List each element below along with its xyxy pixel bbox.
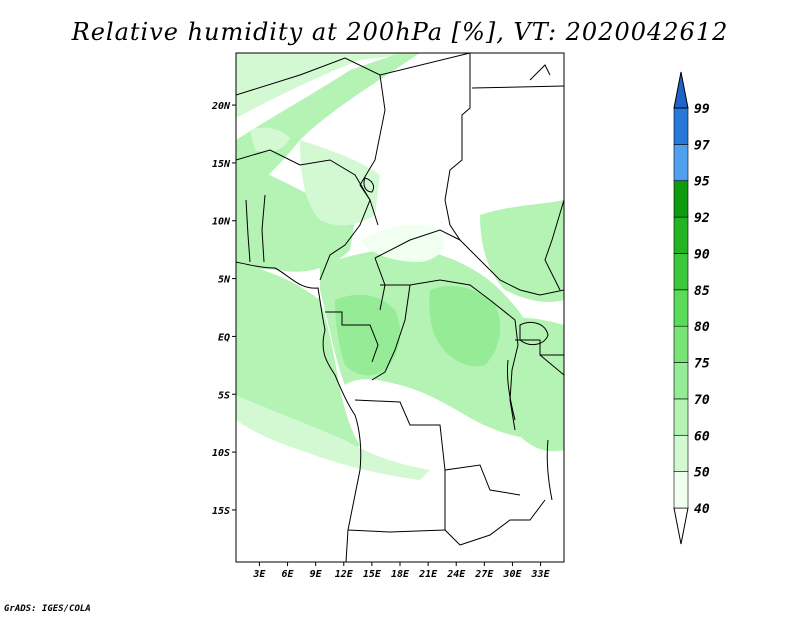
map-title: Relative humidity at 200hPa [%], VT: 202… <box>71 18 729 46</box>
humidity-area-gulf-light <box>236 395 430 480</box>
lon-tick-label: 12E <box>335 569 354 580</box>
colorbar-top-arrow <box>673 71 689 109</box>
humidity-area-sahel <box>236 53 420 118</box>
colorbar-label: 92 <box>694 211 710 226</box>
colorbar-label: 50 <box>694 466 710 481</box>
border-gabon-congo <box>325 311 379 363</box>
colorbar-segment <box>673 107 689 145</box>
lake-tanganyika <box>507 359 516 421</box>
humidity-shading <box>236 53 564 480</box>
colorbar-label: 80 <box>694 320 710 335</box>
red-sea-coast <box>529 64 551 81</box>
colorbar-label: 95 <box>694 175 710 190</box>
colorbar: 40 50 60 70 75 80 85 90 92 95 97 99 <box>673 71 710 545</box>
lat-tick-label: 10S <box>212 448 230 459</box>
border-congo-drc <box>371 284 411 381</box>
border-libya <box>444 53 471 201</box>
colorbar-label: 75 <box>694 357 710 372</box>
border-zambia-south <box>459 499 546 546</box>
lon-tick-label: 30E <box>502 569 522 580</box>
colorbar-label: 40 <box>694 502 710 517</box>
lat-tick-label: 5N <box>218 275 231 286</box>
colorbar-segment <box>673 253 689 291</box>
lon-tick-label: 3E <box>252 569 266 580</box>
border-angola-namibia <box>347 529 446 533</box>
lat-tick-label: 15N <box>212 159 231 170</box>
border-east-africa <box>515 339 564 356</box>
border-south-sudan <box>484 264 564 296</box>
colorbar-label: 99 <box>694 102 710 117</box>
lat-tick-label: EQ <box>218 332 230 343</box>
border-car-south <box>380 279 491 301</box>
humidity-area-lake-region <box>503 317 564 452</box>
colorbar-segment <box>673 398 689 436</box>
colorbar-segment <box>673 289 689 327</box>
border-sudan-chad <box>444 199 486 266</box>
humidity-area-congo-core <box>335 294 401 376</box>
border-drc-east <box>489 299 519 431</box>
colorbar-label: 60 <box>694 429 710 444</box>
lon-tick-label: 24E <box>446 569 466 580</box>
lat-tick-label: 5S <box>218 390 230 401</box>
border-kenya-tanzania <box>539 354 564 376</box>
lat-tick-label: 15S <box>212 506 230 517</box>
lon-tick-label: 33E <box>531 569 551 580</box>
humidity-area-congo <box>320 248 548 440</box>
lake-malawi <box>546 439 553 501</box>
lon-tick-label: 27E <box>474 569 494 580</box>
colorbar-label: 97 <box>694 138 710 153</box>
humidity-area-congo-east <box>429 285 501 367</box>
lon-tick-label: 9E <box>310 569 323 580</box>
lon-tick-label: 18E <box>391 569 410 580</box>
coastline <box>236 261 362 562</box>
lat-tick-label: 10N <box>212 217 231 228</box>
humidity-area-patch <box>360 224 444 262</box>
colorbar-label: 90 <box>694 247 710 262</box>
colorbar-segment <box>673 144 689 182</box>
border-benin <box>261 194 266 263</box>
lake-chad <box>363 177 375 193</box>
axis-ticks: 20N 15N 10N 5N EQ 5S 10S 15S 3E 6E 9E 12E 15E 18E 21E 2… <box>211 101 551 580</box>
border-sudan-ethiopia <box>544 199 564 291</box>
boundaries <box>236 53 564 562</box>
colorbar-segment <box>673 216 689 254</box>
colorbar-segment <box>673 180 689 218</box>
humidity-area-patch <box>250 127 290 152</box>
border-algeria-niger <box>236 53 471 96</box>
colorbar-label: 85 <box>694 284 710 299</box>
border-nigeria <box>236 149 371 281</box>
colorbar-segment <box>673 325 689 363</box>
lon-tick-label: 6E <box>282 569 295 580</box>
border-car-north <box>374 229 461 259</box>
border-egypt-sudan <box>471 85 564 89</box>
humidity-area-east-africa <box>480 200 564 302</box>
humidity-area-gulf <box>236 265 360 455</box>
border-niger-chad <box>359 74 386 226</box>
colorbar-segment <box>673 434 689 472</box>
colorbar-bottom-arrow <box>673 507 689 545</box>
border-drc-angola <box>354 399 521 496</box>
lon-tick-label: 15E <box>363 569 382 580</box>
border-angola-zambia <box>444 470 461 546</box>
lon-tick-label: 21E <box>418 569 438 580</box>
border-ghana <box>245 199 251 263</box>
lat-tick-label: 20N <box>211 101 231 112</box>
colorbar-segment <box>673 362 689 400</box>
colorbar-segment <box>673 471 689 509</box>
colorbar-label: 70 <box>694 393 710 408</box>
grads-credit: GrADS: IGES/COLA <box>4 604 91 614</box>
lake-victoria <box>519 322 549 346</box>
humidity-area-west-africa <box>236 160 355 272</box>
